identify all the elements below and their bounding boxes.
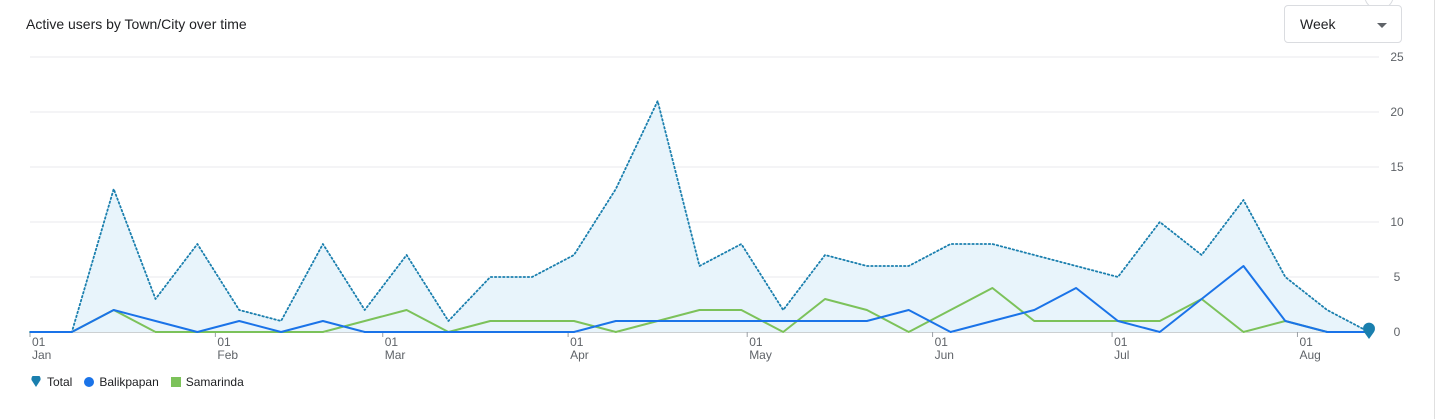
dot-icon [84,377,95,387]
x-tick-label: 01 [385,335,399,349]
chart-title: Active users by Town/City over time [26,16,247,32]
x-tick-label: Jan [32,348,51,362]
legend-label-balikpapan: Balikpapan [99,375,159,389]
chart-legend: Total Balikpapan Samarinda [30,375,256,389]
y-tick-label: 5 [1394,270,1401,284]
y-tick-label: 0 [1394,325,1401,339]
y-tick-label: 20 [1390,105,1404,119]
series-end-marker-total [1363,322,1375,339]
dropdown-caret-icon [1377,23,1387,28]
square-icon [170,377,181,387]
y-tick-label: 10 [1390,215,1404,229]
pin-icon [31,376,41,387]
series-line-total [29,100,1370,333]
x-tick-label: Aug [1299,348,1320,362]
panel-divider [1434,0,1435,419]
x-tick-label: 01 [935,335,949,349]
x-tick-label: Apr [570,348,589,362]
period-dropdown[interactable]: Week [1284,5,1402,43]
series-line-balikpapan [30,265,1369,333]
legend-item-total[interactable]: Total [30,375,72,389]
legend-item-samarinda[interactable]: Samarinda [170,375,244,389]
series-area-total [30,101,1369,332]
x-tick-label: 01 [570,335,584,349]
x-tick-label: 01 [749,335,763,349]
y-tick-label: 15 [1390,160,1404,174]
legend-item-balikpapan[interactable]: Balikpapan [84,375,159,389]
x-tick-label: Feb [217,348,238,362]
legend-label-total: Total [47,375,73,389]
x-tick-label: May [749,348,772,362]
series-line-samarinda [30,287,1369,333]
x-tick-label: Mar [385,348,406,362]
x-tick-label: 01 [217,335,231,349]
legend-label-samarinda: Samarinda [185,375,244,389]
y-tick-label: 25 [1390,50,1404,64]
x-tick-label: Jun [935,348,954,362]
x-tick-label: 01 [1114,335,1128,349]
x-tick-label: Jul [1114,348,1129,362]
x-tick-label: 01 [1299,335,1313,349]
period-dropdown-value: Week [1300,16,1336,32]
x-tick-label: 01 [32,335,46,349]
